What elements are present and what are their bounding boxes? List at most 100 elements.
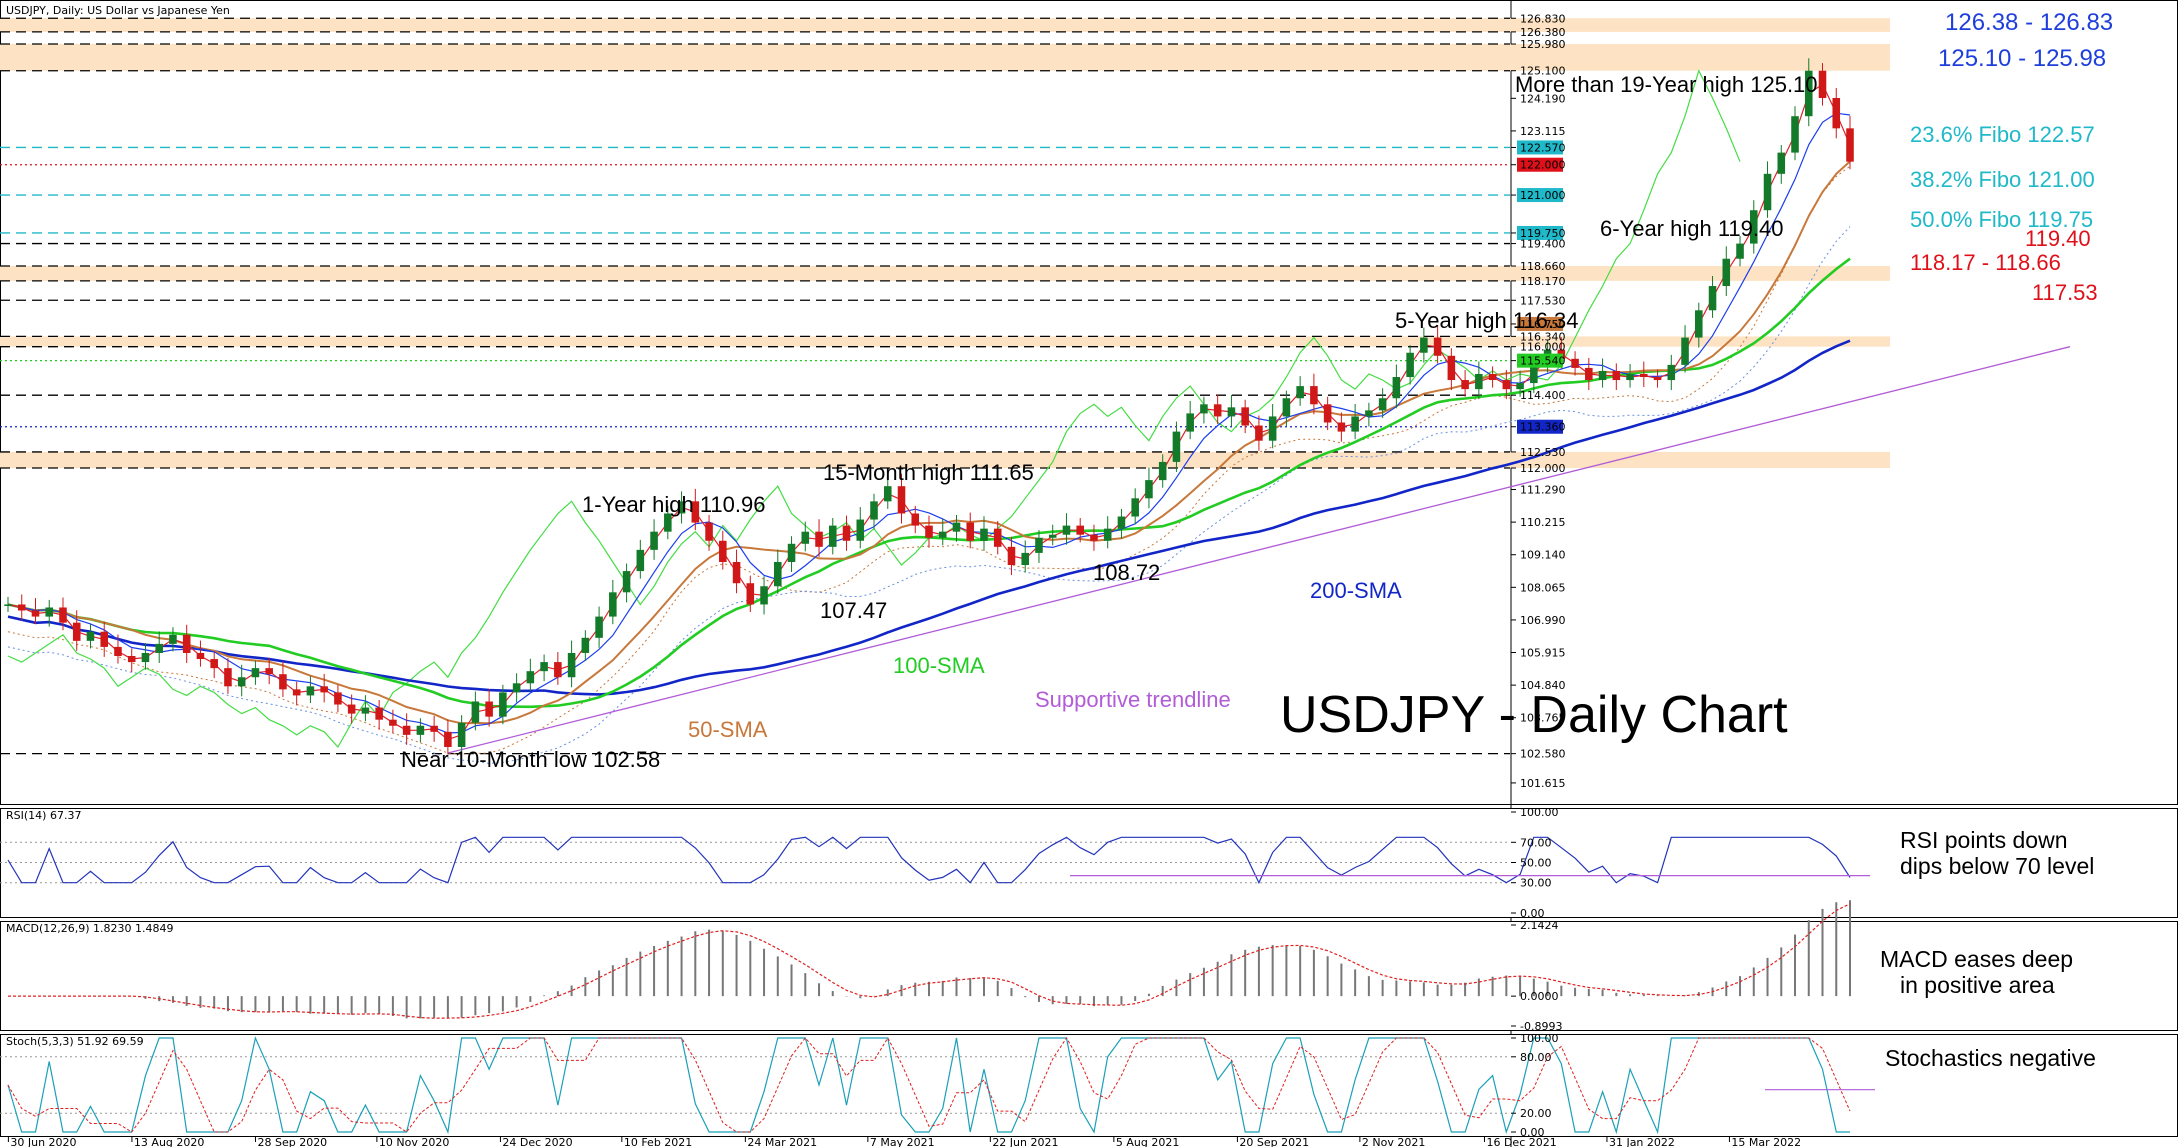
- candle-body: [1172, 431, 1181, 462]
- candle-body: [1530, 364, 1538, 384]
- price-tag-bg: [1517, 188, 1563, 203]
- subpanel-frame-1: [0, 921, 2178, 1031]
- candle-body: [938, 531, 947, 538]
- candle-body: [265, 668, 273, 675]
- annotation-label: 126.38 - 126.83: [1945, 9, 2113, 36]
- candle-body: [966, 522, 975, 541]
- price-tag-bg: [1517, 157, 1563, 172]
- candle-body: [1021, 552, 1030, 566]
- annotation-label: 6-Year high 119.40: [1600, 216, 1784, 241]
- sub-tick-label: 100.00: [1520, 806, 1559, 819]
- macd-note-line1: MACD eases deep: [1880, 946, 2073, 972]
- price-tick-label: 111.290: [1520, 484, 1566, 497]
- candle-body: [1475, 373, 1483, 390]
- candle-body: [361, 707, 370, 714]
- candle-body: [1818, 70, 1827, 99]
- time-tick-label: 5 Aug 2021: [1116, 1136, 1179, 1147]
- candle-body: [691, 501, 700, 523]
- price-tick-label: 115.540: [1520, 355, 1566, 368]
- symbol-label: USDJPY, Daily: US Dollar vs Japanese Yen: [6, 4, 230, 17]
- annotation-label: 1-Year high 110.96: [582, 492, 766, 517]
- price-tick-label: 116.340: [1520, 330, 1566, 343]
- candle-body: [1461, 380, 1469, 390]
- candle-body: [1158, 461, 1167, 481]
- candle-body: [237, 677, 246, 687]
- candle-body: [347, 704, 356, 714]
- candle-body: [993, 528, 1002, 547]
- candle-body: [416, 725, 425, 735]
- time-tick-label: 20 Sep 2021: [1239, 1136, 1309, 1147]
- price-tick-label: 125.100: [1520, 65, 1566, 78]
- candle-body: [1640, 373, 1648, 378]
- price-tick-label: 121.000: [1520, 189, 1566, 202]
- candle-body: [581, 637, 590, 653]
- price-candles: [4, 58, 1854, 757]
- candle-body: [1420, 337, 1428, 353]
- stoch-k-line: [7, 1036, 1850, 1135]
- price-tick-label: 119.400: [1520, 238, 1566, 251]
- price-tick-label: 113.360: [1520, 421, 1566, 434]
- time-tick-label: 24 Dec 2020: [502, 1136, 572, 1147]
- candle-body: [1186, 413, 1194, 432]
- candle-body: [100, 631, 109, 647]
- candle-body: [1200, 404, 1208, 414]
- price-tick-label: 124.190: [1520, 92, 1566, 105]
- sub-tick-label: 2.1424: [1520, 919, 1559, 932]
- candle-body: [1268, 416, 1277, 441]
- candle-body: [31, 610, 40, 617]
- macd-panel: 2.1424 0.0000 -0.8993: [8, 900, 1851, 1033]
- macd-legend: MACD(12,26,9) 1.8230 1.4849: [6, 922, 174, 935]
- price-tick-label: 118.170: [1520, 275, 1566, 288]
- price-tick-label: 123.115: [1520, 125, 1566, 138]
- price-tick-label: 126.380: [1520, 26, 1566, 39]
- candle-body: [1791, 116, 1799, 153]
- time-tick-label: 7 May 2021: [870, 1136, 935, 1147]
- candle-body: [1048, 534, 1057, 538]
- candle-body: [320, 686, 328, 693]
- candle-body: [897, 486, 906, 514]
- time-tick-label: 10 Nov 2020: [379, 1136, 449, 1147]
- candle-body: [1255, 425, 1263, 441]
- sub-tick-label: 70.00: [1520, 836, 1552, 849]
- candle-body: [1103, 528, 1112, 541]
- candle-body: [1681, 337, 1689, 365]
- annotation-label: 118.17 - 118.66: [1910, 250, 2061, 275]
- candle-body: [787, 543, 796, 562]
- candle-body: [210, 659, 218, 669]
- candle-body: [1365, 410, 1373, 417]
- candle-body: [1612, 370, 1621, 381]
- candle-body: [1090, 534, 1098, 541]
- candle-body: [1007, 546, 1016, 566]
- horizontal-levels: [0, 17, 1510, 755]
- annotation-label: Near 10-Month low 102.58: [401, 747, 660, 772]
- sub-tick-label: 0.00: [1520, 1126, 1545, 1139]
- candle-body: [1777, 152, 1786, 174]
- candle-body: [925, 525, 933, 538]
- rsi-note-line1: RSI points down: [1900, 827, 2067, 853]
- price-tick-label: 126.830: [1520, 12, 1566, 25]
- candle-body: [554, 662, 562, 678]
- sub-tick-label: 20.00: [1520, 1107, 1552, 1120]
- price-tag-bg: [1517, 225, 1563, 240]
- candle-body: [595, 616, 603, 638]
- sub-tick-label: 0.0000: [1520, 990, 1559, 1003]
- candle-body: [512, 683, 521, 693]
- time-tick-label: 15 Mar 2022: [1731, 1136, 1801, 1147]
- candle-body: [1708, 286, 1717, 311]
- price-tag-bg: [1517, 419, 1563, 434]
- candle-body: [1571, 358, 1579, 368]
- candle-body: [1337, 422, 1346, 432]
- candle-body: [59, 607, 67, 623]
- resistance-zone-3: [0, 336, 1890, 347]
- candle-body: [609, 592, 617, 617]
- price-tick-label: 106.990: [1520, 614, 1566, 627]
- candle-body: [732, 561, 741, 584]
- candle-body: [389, 719, 397, 726]
- candle-body: [457, 722, 466, 747]
- candle-body: [1763, 173, 1772, 211]
- annotation-label: 117.53: [2032, 280, 2098, 305]
- candle-body: [1296, 386, 1304, 399]
- candle-body: [526, 671, 535, 684]
- time-axis: 30 Jun 2020 13 Aug 2020 28 Sep 2020 10 Nov …: [7, 1136, 1801, 1147]
- candle-body: [499, 692, 507, 717]
